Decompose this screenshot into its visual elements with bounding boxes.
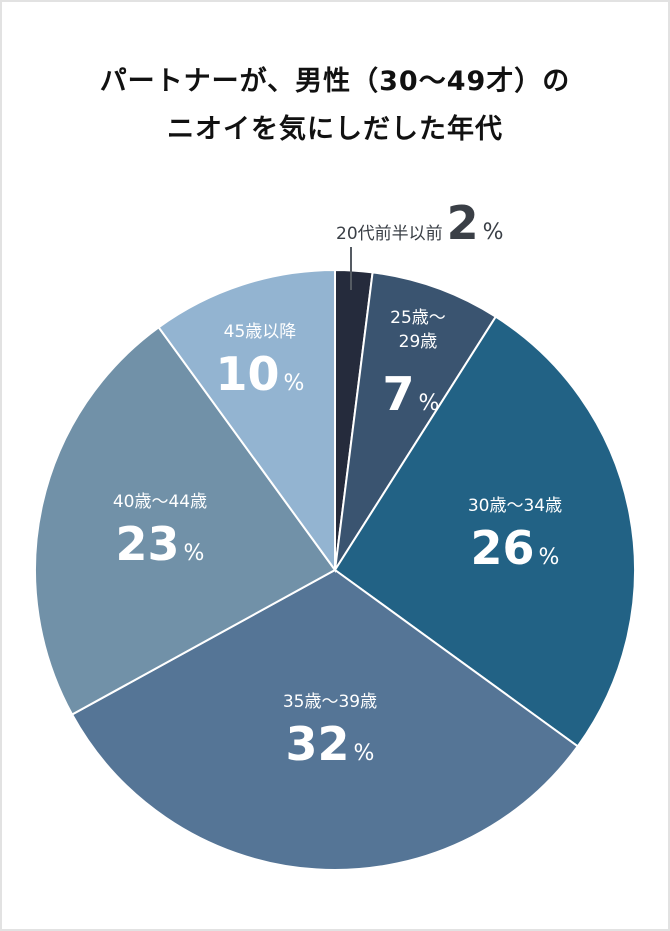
- pie-slice-25-29: [334, 271, 498, 571]
- pie-slice-35-39: [70, 568, 580, 871]
- pie-slice-40-44: [34, 325, 337, 716]
- label-45-plus: 45歳以降 10%: [215, 322, 305, 401]
- pie-slice-30-34: [333, 315, 636, 748]
- label-40-44: 40歳〜44歳 23%: [112, 492, 208, 571]
- pie-slice-45-plus: [157, 268, 336, 574]
- label-25-29: 25歳〜 29歳 7%: [382, 308, 446, 421]
- label-30-34: 30歳〜34歳 26%: [467, 496, 563, 575]
- chart-title: パートナーが、男性（30〜49才）の ニオイを気にしだした年代: [0, 58, 670, 154]
- label-35-39: 35歳〜39歳 32%: [282, 692, 378, 771]
- label-under-20s: 20代前半以前2%: [336, 196, 504, 250]
- chart-title-line2: ニオイを気にしだした年代: [167, 114, 503, 145]
- chart-title-line1: パートナーが、男性（30〜49才）の: [99, 66, 571, 97]
